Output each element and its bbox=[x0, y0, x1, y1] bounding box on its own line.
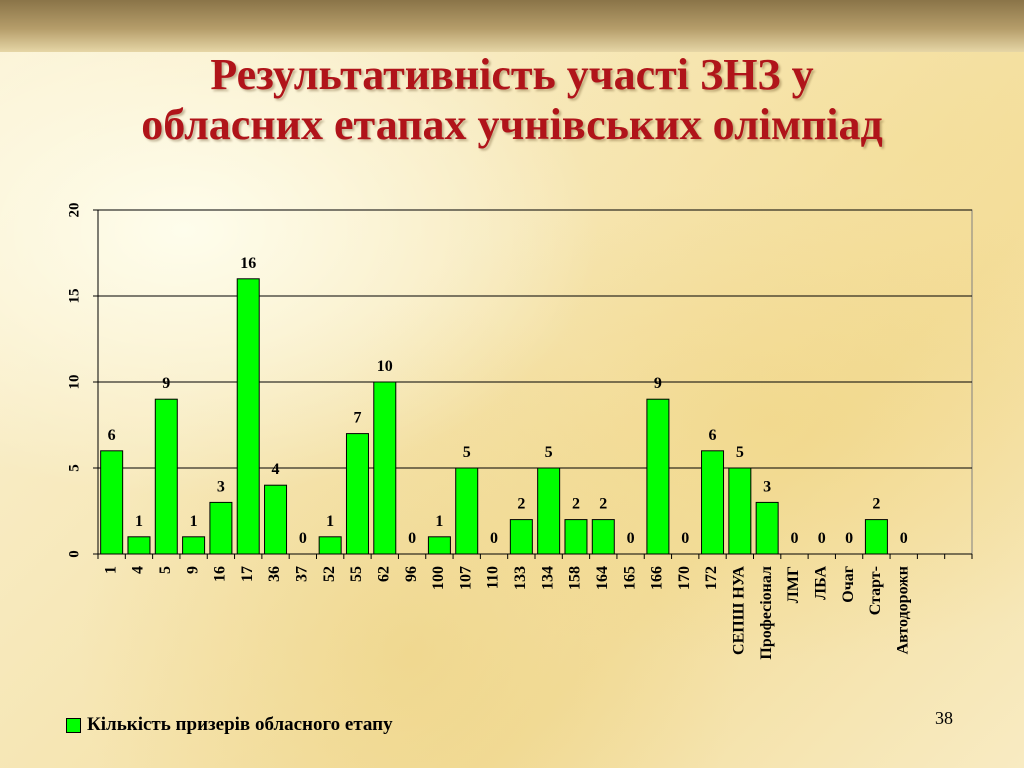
page-number: 38 bbox=[935, 708, 953, 728]
data-label: 5 bbox=[463, 444, 471, 461]
x-tick-label: 17 bbox=[239, 566, 256, 582]
x-tick-label: 164 bbox=[594, 566, 611, 590]
data-label: 0 bbox=[627, 530, 635, 547]
y-tick-label: 0 bbox=[66, 550, 82, 558]
bar bbox=[537, 467, 561, 555]
x-tick-label: 55 bbox=[348, 566, 365, 582]
bar bbox=[427, 536, 451, 555]
x-tick-label: ЛБА bbox=[812, 566, 829, 600]
x-tick-label: 107 bbox=[457, 566, 474, 590]
data-label: 4 bbox=[272, 461, 280, 478]
x-tick-label: 158 bbox=[567, 566, 584, 590]
x-tick-label: Старт- bbox=[867, 566, 884, 615]
bar bbox=[100, 450, 124, 555]
data-label: 2 bbox=[872, 496, 880, 513]
bar bbox=[591, 519, 615, 555]
data-label: 5 bbox=[736, 444, 744, 461]
x-tick-label: 166 bbox=[649, 566, 666, 590]
x-tick-label: 172 bbox=[703, 566, 720, 590]
bar bbox=[127, 536, 151, 555]
top-decorative-band bbox=[0, 0, 1024, 52]
data-label: 1 bbox=[135, 513, 143, 530]
data-label: 0 bbox=[900, 530, 908, 547]
bar bbox=[455, 467, 479, 555]
bar bbox=[701, 450, 725, 555]
bar bbox=[646, 398, 670, 555]
data-label: 9 bbox=[162, 375, 170, 392]
bar bbox=[755, 501, 779, 555]
x-tick-label: 110 bbox=[485, 566, 502, 589]
x-tick-label: 52 bbox=[321, 566, 338, 582]
data-label: 1 bbox=[435, 513, 443, 530]
x-tick-label: Автодорожн bbox=[894, 566, 911, 654]
data-label: 5 bbox=[545, 444, 553, 461]
title-line-1: Результативність участі ЗНЗ у bbox=[210, 50, 814, 99]
data-label: 0 bbox=[790, 530, 798, 547]
x-tick-label: 16 bbox=[212, 566, 229, 582]
data-label: 0 bbox=[818, 530, 826, 547]
x-tick-label: 37 bbox=[294, 566, 311, 582]
x-tick-label: 9 bbox=[184, 566, 201, 574]
x-tick-label: 165 bbox=[621, 566, 638, 590]
x-tick-label: 170 bbox=[676, 566, 693, 590]
x-tick-label: 36 bbox=[266, 566, 283, 582]
x-tick-label: 134 bbox=[539, 566, 556, 590]
x-tick-label: 4 bbox=[130, 566, 147, 574]
bar bbox=[864, 519, 888, 555]
bar bbox=[209, 501, 233, 555]
data-label: 0 bbox=[299, 530, 307, 547]
bar bbox=[154, 398, 178, 555]
data-label: 3 bbox=[763, 478, 771, 495]
y-tick-label: 10 bbox=[66, 375, 82, 390]
x-tick-label: ЛМГ bbox=[785, 566, 802, 603]
x-tick-label: 62 bbox=[375, 566, 392, 582]
y-tick-label: 5 bbox=[66, 464, 82, 472]
data-label: 1 bbox=[326, 513, 334, 530]
data-label: 10 bbox=[377, 358, 393, 375]
data-label: 0 bbox=[681, 530, 689, 547]
data-label: 16 bbox=[240, 255, 256, 272]
bar bbox=[345, 433, 369, 555]
data-label: 9 bbox=[654, 375, 662, 392]
bar bbox=[264, 484, 288, 555]
y-tick-label: 15 bbox=[66, 289, 82, 304]
y-tick-label: 20 bbox=[66, 203, 82, 218]
data-label: 7 bbox=[353, 410, 361, 427]
title-line-2: обласних етапах учнівських олімпіад bbox=[141, 100, 883, 149]
x-tick-label: Професіонал bbox=[758, 566, 775, 660]
data-label: 0 bbox=[490, 530, 498, 547]
bar bbox=[236, 278, 260, 555]
x-tick-label: 96 bbox=[403, 566, 420, 582]
data-label: 2 bbox=[599, 496, 607, 513]
data-label: 1 bbox=[190, 513, 198, 530]
data-label: 3 bbox=[217, 478, 225, 495]
bar bbox=[373, 381, 397, 555]
bar bbox=[182, 536, 206, 555]
data-label: 0 bbox=[408, 530, 416, 547]
data-label: 2 bbox=[572, 496, 580, 513]
x-tick-label: 133 bbox=[512, 566, 529, 590]
data-label: 2 bbox=[517, 496, 525, 513]
x-tick-label: СЕПШ НУА bbox=[731, 566, 748, 655]
x-tick-label: 1 bbox=[102, 566, 119, 574]
chart-legend: Кількість призерів обласного етапу bbox=[66, 714, 393, 736]
slide-title: Результативність участі ЗНЗ у обласних е… bbox=[0, 50, 1024, 150]
bar bbox=[728, 467, 752, 555]
legend-label: Кількість призерів обласного етапу bbox=[87, 714, 393, 735]
bar bbox=[509, 519, 533, 555]
x-tick-label: Очаг bbox=[840, 566, 857, 603]
bar bbox=[564, 519, 588, 555]
data-label: 0 bbox=[845, 530, 853, 547]
data-label: 6 bbox=[108, 427, 116, 444]
bar bbox=[318, 536, 342, 555]
x-tick-label: 100 bbox=[430, 566, 447, 590]
data-label: 6 bbox=[709, 427, 717, 444]
legend-swatch bbox=[66, 717, 81, 733]
x-tick-label: 5 bbox=[157, 566, 174, 574]
